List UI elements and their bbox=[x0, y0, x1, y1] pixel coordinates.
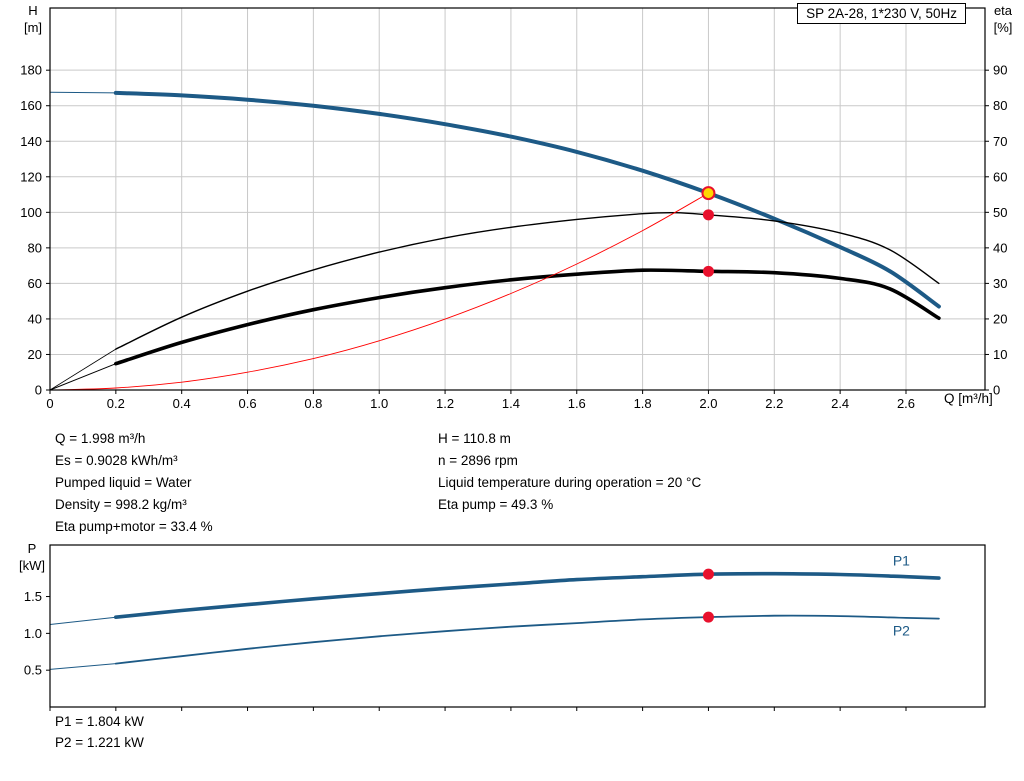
eta-axis-title: eta [%] bbox=[982, 2, 1024, 36]
power-chart-frame bbox=[49, 544, 986, 708]
x-tick-label: 2.0 bbox=[699, 396, 717, 411]
y-tick-label: 1.0 bbox=[24, 626, 42, 641]
head-curve bbox=[49, 90, 941, 309]
head-axis-unit: [m] bbox=[23, 20, 43, 35]
y2-tick-label: 90 bbox=[993, 63, 1007, 78]
info-line: Pumped liquid = Water bbox=[55, 475, 192, 490]
info-line: Eta pump = 49.3 % bbox=[438, 497, 554, 512]
p2-curve bbox=[49, 614, 940, 670]
info-line: Liquid temperature during operation = 20… bbox=[438, 475, 702, 490]
y-tick-label: 0 bbox=[35, 383, 42, 398]
system-curve bbox=[49, 192, 709, 391]
x-tick-label: 1.8 bbox=[634, 396, 652, 411]
x-tick-label: 0 bbox=[46, 396, 53, 411]
x-tick-label: 0.6 bbox=[238, 396, 256, 411]
x-tick-label: 1.2 bbox=[436, 396, 454, 411]
qh-eta-chart-axes: 0 0.2 0.4 0.6 0.8 1.0 1.2 1.4 1.6 1.8 2.0 2.2 2.4 2.6… bbox=[20, 63, 1007, 411]
x-tick-label: 0.2 bbox=[107, 396, 125, 411]
duty-point-p1 bbox=[702, 568, 714, 580]
x-tick-label: 1.6 bbox=[568, 396, 586, 411]
y-tick-label: 180 bbox=[20, 63, 42, 78]
x-tick-label: 2.4 bbox=[831, 396, 849, 411]
y-tick-label: 40 bbox=[28, 311, 42, 326]
eta-pump-curve bbox=[49, 211, 940, 391]
duty-point-p2 bbox=[702, 611, 714, 623]
y-tick-label: 60 bbox=[28, 276, 42, 291]
info-line: n = 2896 rpm bbox=[438, 453, 518, 468]
y-tick-label: 120 bbox=[20, 169, 42, 184]
y-tick-label: 100 bbox=[20, 205, 42, 220]
operating-data-left: Q = 1.998 m³/h Es = 0.9028 kWh/m³ Pumped l… bbox=[55, 428, 213, 538]
qh-eta-chart-gridlines bbox=[50, 8, 985, 390]
y-tick-label: 0.5 bbox=[24, 663, 42, 678]
info-line: Q = 1.998 m³/h bbox=[55, 431, 146, 446]
flow-axis-title: Q [m³/h] bbox=[944, 391, 993, 406]
y2-tick-label: 70 bbox=[993, 134, 1007, 149]
y2-tick-label: 0 bbox=[993, 383, 1000, 398]
y-tick-label: 20 bbox=[28, 347, 42, 362]
head-axis-symbol: H bbox=[28, 3, 38, 18]
y-tick-label: 140 bbox=[20, 134, 42, 149]
x-tick-label: 1.0 bbox=[370, 396, 388, 411]
p1-curve bbox=[49, 571, 941, 625]
y2-tick-label: 10 bbox=[993, 347, 1007, 362]
y-tick-label: 1.5 bbox=[24, 589, 42, 604]
power-chart-axes: 0.5 1.0 1.5 bbox=[24, 589, 907, 711]
head-axis-title: H [m] bbox=[12, 2, 54, 36]
eta-pump-motor-curve bbox=[49, 268, 941, 391]
x-tick-label: 0.4 bbox=[173, 396, 191, 411]
power-axis-symbol: P bbox=[27, 541, 37, 556]
power-values: P1 = 1.804 kW P2 = 1.221 kW bbox=[55, 711, 144, 753]
x-tick-label: 2.6 bbox=[897, 396, 915, 411]
info-line: H = 110.8 m bbox=[438, 431, 511, 446]
info-line: Eta pump+motor = 33.4 % bbox=[55, 519, 213, 534]
y2-tick-label: 60 bbox=[993, 169, 1007, 184]
x-tick-label: 0.8 bbox=[304, 396, 322, 411]
qh-eta-chart-frame bbox=[49, 7, 986, 391]
y-tick-label: 80 bbox=[28, 240, 42, 255]
y2-tick-label: 30 bbox=[993, 276, 1007, 291]
info-line: Es = 0.9028 kWh/m³ bbox=[55, 453, 178, 468]
pump-title-box: SP 2A-28, 1*230 V, 50Hz bbox=[797, 3, 966, 24]
duty-point-eta-pump bbox=[702, 209, 714, 221]
info-line: Density = 998.2 kg/m³ bbox=[55, 497, 187, 512]
power-axis-unit: [kW] bbox=[19, 558, 45, 573]
y-tick-label: 160 bbox=[20, 98, 42, 113]
curve-label-p2: P2 bbox=[893, 623, 910, 639]
y2-tick-label: 20 bbox=[993, 311, 1007, 326]
x-tick-label: 1.4 bbox=[502, 396, 520, 411]
y2-tick-label: 80 bbox=[993, 98, 1007, 113]
eta-axis-symbol: eta bbox=[993, 3, 1013, 18]
power-value-line: P2 = 1.221 kW bbox=[55, 735, 144, 750]
eta-axis-unit: [%] bbox=[993, 20, 1013, 35]
operating-data-right: H = 110.8 m n = 2896 rpm Liquid temperatur… bbox=[438, 428, 701, 516]
power-value-line: P1 = 1.804 kW bbox=[55, 714, 144, 729]
y2-tick-label: 50 bbox=[993, 205, 1007, 220]
y2-tick-label: 40 bbox=[993, 240, 1007, 255]
curve-label-p1: P1 bbox=[893, 553, 910, 569]
x-tick-label: 2.2 bbox=[765, 396, 783, 411]
power-axis-title: P [kW] bbox=[10, 540, 54, 574]
duty-point-head bbox=[701, 186, 716, 201]
duty-point-eta-pump-motor bbox=[702, 265, 714, 277]
